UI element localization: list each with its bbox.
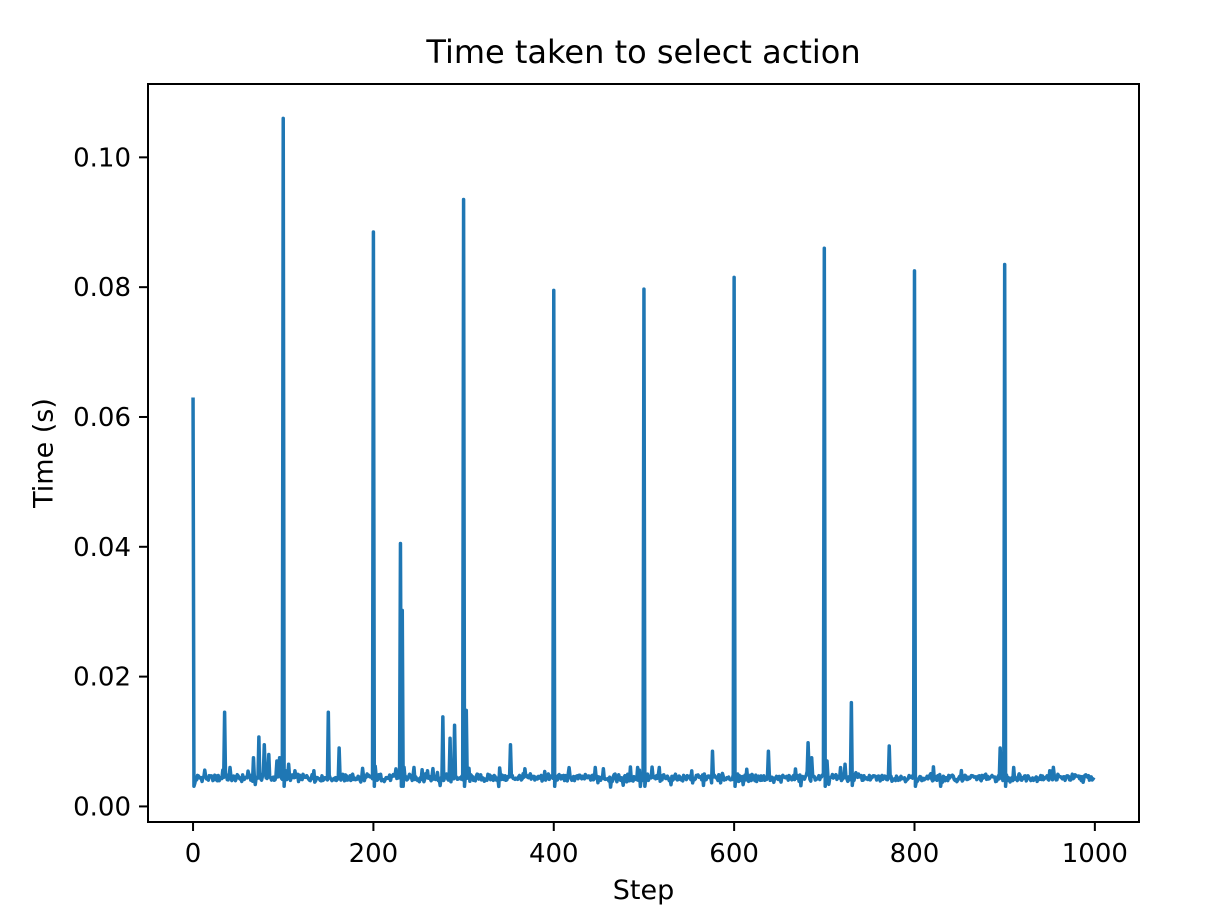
- y-axis-label: Time (s): [28, 398, 60, 508]
- y-tick-label: 0.10: [73, 143, 131, 173]
- y-tick-label: 0.04: [73, 533, 131, 563]
- axis-ticks: [139, 156, 1096, 831]
- axis-tick-labels: 0 200 400 600 800 1000 0.00 0.02 0.04 0.06 0.08 0.1…: [73, 143, 1128, 869]
- chart-title: Time taken to select action: [426, 33, 861, 71]
- y-tick-label: 0.06: [73, 403, 131, 433]
- x-tick-label: 200: [349, 839, 399, 869]
- x-tick-label: 800: [890, 839, 940, 869]
- y-tick-label: 0.02: [73, 663, 131, 693]
- y-tick-label: 0.00: [73, 792, 131, 822]
- y-tick-label: 0.08: [73, 273, 131, 303]
- x-tick-label: 0: [185, 839, 202, 869]
- x-tick-label: 400: [529, 839, 579, 869]
- x-tick-label: 600: [709, 839, 759, 869]
- axes-box: [147, 83, 1140, 823]
- x-tick-label: 1000: [1062, 839, 1128, 869]
- x-axis-label: Step: [612, 875, 675, 906]
- line-series: [191, 116, 1096, 789]
